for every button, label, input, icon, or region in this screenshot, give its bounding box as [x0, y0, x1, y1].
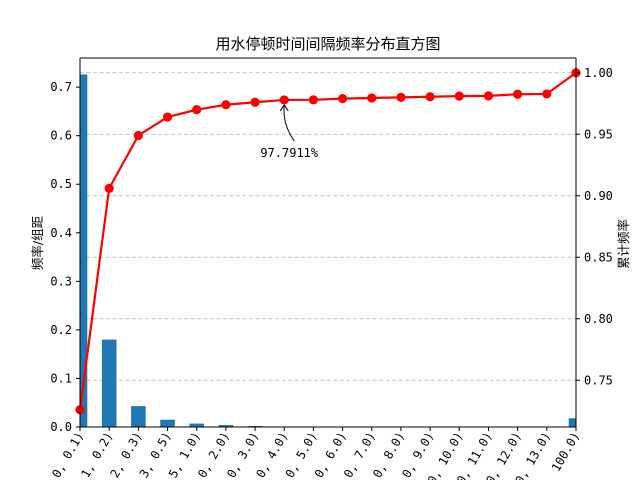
- cumulative-point: [279, 95, 289, 105]
- cumulative-point: [104, 183, 114, 193]
- cumulative-point: [513, 89, 523, 99]
- y-right-tick-label: 0.75: [584, 373, 613, 387]
- grid-layer: [80, 72, 576, 381]
- y-right-tick-label: 0.95: [584, 127, 613, 141]
- bar: [189, 423, 204, 427]
- y-left-tick-label: 0.7: [50, 80, 72, 94]
- annotation-label: 97.7911%: [260, 146, 319, 160]
- bar: [80, 74, 88, 427]
- y-left-tick-label: 0.4: [50, 226, 72, 240]
- y-right-tick-label: 0.80: [584, 312, 613, 326]
- bar: [160, 419, 175, 427]
- y-left-tick-label: 0.0: [50, 420, 72, 434]
- cumulative-point: [425, 92, 435, 102]
- cumulative-point: [221, 100, 231, 110]
- bar: [131, 406, 146, 427]
- y-left-tick-label: 0.5: [50, 177, 72, 191]
- cumulative-line-layer: [75, 68, 581, 415]
- y-left-tick-label: 0.3: [50, 274, 72, 288]
- cumulative-point: [162, 112, 173, 122]
- y-axis-right-title: 累计频率: [616, 219, 631, 269]
- cumulative-point: [308, 95, 319, 105]
- y-axis-left-title: 频率/组距: [30, 216, 45, 270]
- annotation-layer: 97.7911%: [260, 104, 319, 160]
- y-right-tick-label: 0.85: [584, 250, 613, 264]
- cumulative-point: [483, 91, 494, 101]
- annotation-arrowhead: [279, 104, 289, 112]
- cumulative-line: [78, 71, 577, 410]
- cumulative-point: [192, 105, 202, 115]
- bars-layer: [80, 74, 576, 427]
- annotation-arrow: [283, 104, 295, 142]
- y-right-tick-label: 1.00: [584, 66, 613, 80]
- y-right-tick-label: 0.90: [584, 189, 613, 203]
- bar: [568, 418, 576, 427]
- chart-title: 用水停顿时间间隔频率分布直方图: [215, 35, 440, 53]
- cumulative-point: [396, 92, 406, 102]
- cumulative-point: [454, 91, 464, 101]
- axes-layer: [79, 57, 577, 428]
- bar: [101, 339, 117, 427]
- y-left-tick-label: 0.2: [50, 323, 72, 337]
- y-left-tick-label: 0.6: [50, 129, 72, 143]
- cumulative-point: [250, 97, 260, 107]
- bar: [218, 425, 234, 427]
- cumulative-point: [133, 130, 143, 141]
- cumulative-point: [337, 93, 348, 104]
- y-left-tick-label: 0.1: [50, 371, 72, 385]
- cumulative-point: [542, 89, 552, 99]
- cumulative-point: [367, 93, 377, 103]
